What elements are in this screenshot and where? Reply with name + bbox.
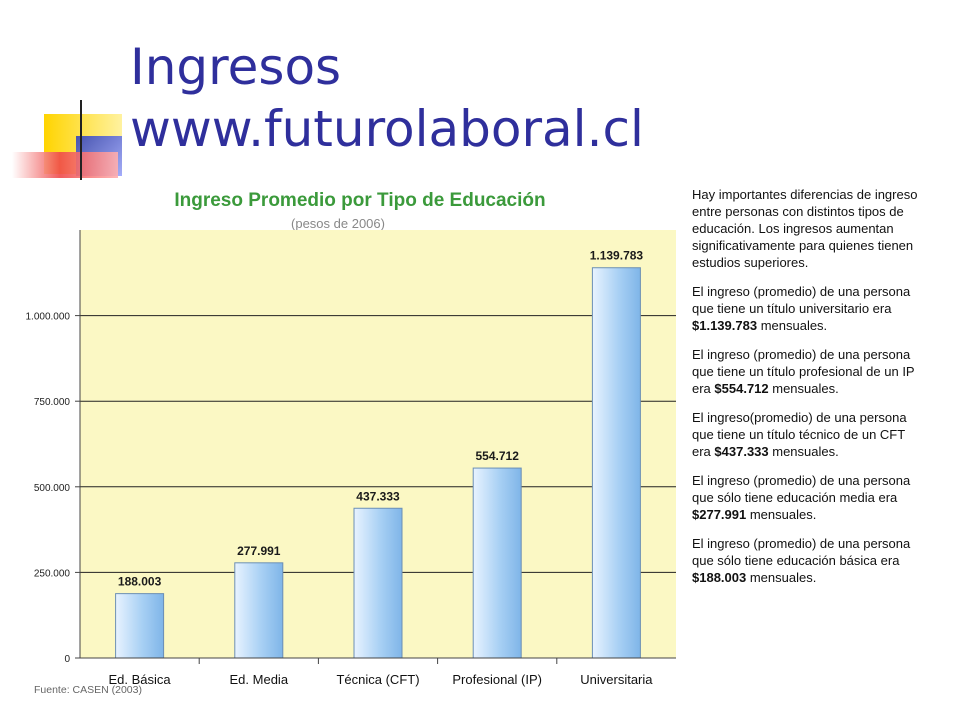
explanation-amount: $188.003 [692, 570, 747, 585]
x-tick-label: Técnica (CFT) [336, 672, 419, 687]
bars: 188.003 277.991 437.333 554.712 1.139.783 [115, 249, 644, 659]
explanation-paragraph: El ingreso (promedio) de una persona que… [692, 472, 920, 523]
explanation-text: mensuales. [768, 381, 839, 396]
explanation-paragraph: El ingreso (promedio) de una persona que… [692, 346, 920, 397]
explanation-text: mensuales. [746, 570, 817, 585]
y-tick-label: 250.000 [34, 568, 71, 579]
chart-title: Ingreso Promedio por Tipo de Educación [174, 190, 545, 211]
x-tick-label: Universitaria [580, 672, 653, 687]
y-axis-ticks: 0 250.000 500.000 750.000 1.000.000 [26, 312, 80, 665]
explanation-panel: Hay importantes diferencias de ingreso e… [692, 186, 920, 598]
chart-subtitle: (pesos de 2006) [291, 216, 385, 231]
explanation-amount: $1.139.783 [692, 318, 758, 333]
deco-vertical-line [80, 100, 82, 180]
x-tick-label: Ed. Media [230, 672, 289, 687]
explanation-amount: $277.991 [692, 507, 747, 522]
bar [234, 562, 284, 659]
y-tick-label: 1.000.000 [26, 312, 71, 323]
bar-chart: Ingreso Promedio por Tipo de Educación (… [26, 190, 676, 687]
explanation-text: mensuales. [746, 507, 817, 522]
bar [591, 267, 641, 659]
explanation-text: El ingreso (promedio) de una persona que… [692, 473, 911, 505]
explanation-text: El ingreso(promedio) de una persona que … [692, 410, 907, 459]
grid-lines [80, 315, 676, 573]
bar-data-label: 1.139.783 [590, 249, 644, 263]
explanation-text: mensuales. [757, 318, 828, 333]
explanation-items: El ingreso (promedio) de una persona que… [692, 283, 920, 586]
slide-title-line2: www.futurolaboral.cl [130, 100, 644, 158]
bar [353, 507, 403, 659]
chart-source: Fuente: CASEN (2003) [34, 684, 142, 696]
bar [115, 593, 165, 659]
explanation-amount: $437.333 [714, 444, 769, 459]
explanation-paragraph: El ingreso(promedio) de una persona que … [692, 409, 920, 460]
bar-data-label: 554.712 [476, 449, 520, 463]
bar-data-label: 437.333 [356, 489, 400, 503]
explanation-paragraph: El ingreso (promedio) de una persona que… [692, 283, 920, 334]
y-tick-label: 750.000 [34, 397, 71, 408]
explanation-text: mensuales. [768, 444, 839, 459]
bar-data-label: 277.991 [237, 544, 281, 558]
bar [472, 467, 522, 659]
slide-title: Ingresos www.futurolaboral.cl [130, 36, 644, 160]
explanation-text: El ingreso (promedio) de una persona que… [692, 536, 911, 568]
explanation-intro: Hay importantes diferencias de ingreso e… [692, 187, 918, 270]
explanation-text: El ingreso (promedio) de una persona que… [692, 347, 915, 396]
bar-data-label: 188.003 [118, 575, 162, 589]
y-tick-label: 500.000 [34, 483, 71, 494]
x-axis-labels: Ed. Básica Ed. Media Técnica (CFT) Profesio… [109, 658, 653, 687]
x-tick-label: Profesional (IP) [452, 672, 542, 687]
explanation-text: El ingreso (promedio) de una persona que… [692, 284, 911, 316]
y-tick-label: 0 [64, 654, 70, 665]
x-tick-label: Ed. Básica [109, 672, 172, 687]
deco-red-bar [12, 152, 118, 178]
explanation-paragraph: El ingreso (promedio) de una persona que… [692, 535, 920, 586]
slide-title-line1: Ingresos [130, 38, 342, 96]
explanation-amount: $554.712 [714, 381, 769, 396]
